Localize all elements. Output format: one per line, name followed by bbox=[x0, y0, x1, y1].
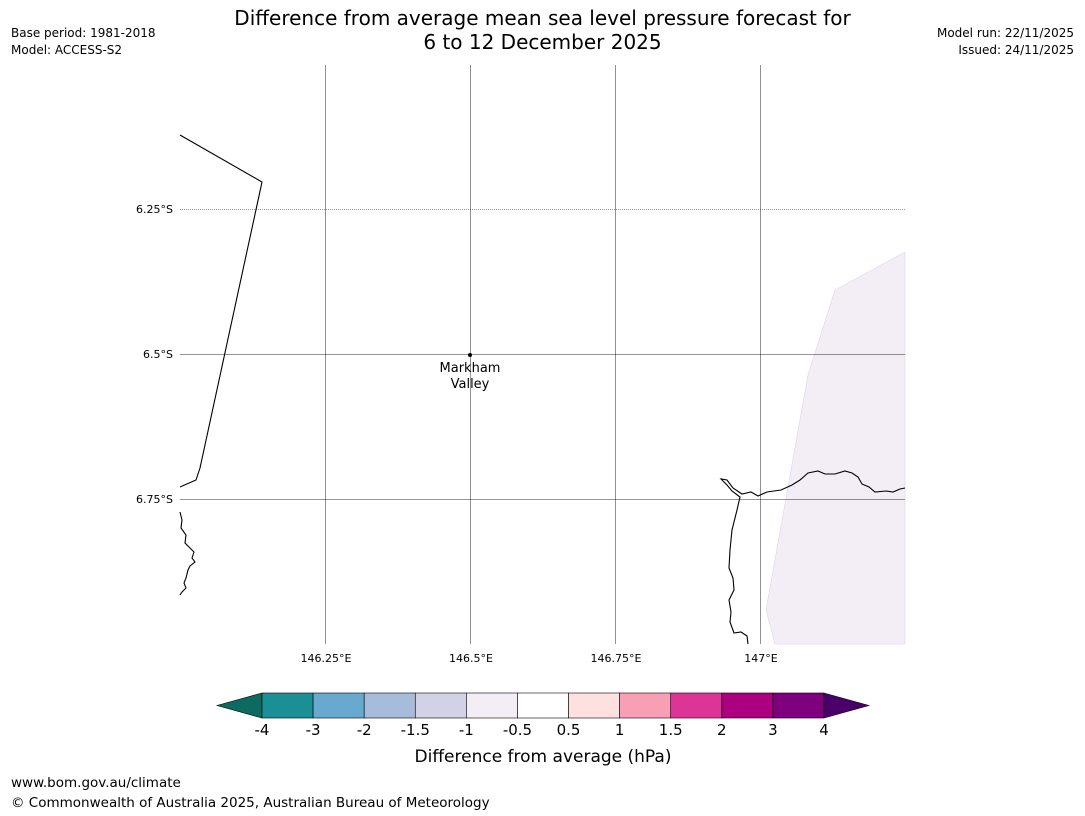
lon-label-147: 147°E bbox=[744, 652, 777, 665]
anomaly-shading-region bbox=[765, 251, 906, 645]
colorbar-tick-label: 1.5 bbox=[659, 721, 683, 739]
colorbar-segment bbox=[568, 692, 620, 719]
base-period-text: Base period: 1981-2018 bbox=[11, 26, 156, 40]
colorbar-tick-label: -1.5 bbox=[401, 721, 430, 739]
markham-valley-marker[interactable] bbox=[468, 353, 472, 357]
map-title: Difference from average mean sea level p… bbox=[0, 6, 1085, 54]
colorbar-segment bbox=[721, 692, 774, 719]
colorbar-segment bbox=[414, 692, 467, 719]
colorbar-segment bbox=[619, 692, 672, 719]
colorbar-segment bbox=[363, 692, 416, 719]
lat-label-6-5: 6.5°S bbox=[143, 348, 173, 361]
title-line-1: Difference from average mean sea level p… bbox=[234, 6, 851, 30]
place-label-line-1: Markham bbox=[440, 361, 501, 376]
coastline-east bbox=[719, 470, 906, 645]
lon-label-146-75: 146.75°E bbox=[591, 652, 642, 665]
gridlines bbox=[180, 65, 905, 644]
coastlines bbox=[179, 134, 906, 645]
issued-text: Issued: 24/11/2025 bbox=[958, 43, 1074, 57]
title-line-2: 6 to 12 December 2025 bbox=[423, 30, 662, 54]
lon-label-146-25: 146.25°E bbox=[301, 652, 352, 665]
lon-label-146-5: 146.5°E bbox=[449, 652, 493, 665]
colorbar-tick-label: -2 bbox=[357, 721, 372, 739]
border-line-west bbox=[179, 134, 263, 488]
colorbar-segment bbox=[261, 692, 314, 719]
colorbar-segment bbox=[466, 692, 518, 719]
run-info: Model run: 22/11/2025 Issued: 24/11/2025 bbox=[937, 25, 1074, 59]
model-run-text: Model run: 22/11/2025 bbox=[936, 26, 1074, 40]
model-text: Model: ACCESS-S2 bbox=[11, 43, 123, 57]
place-label-line-2: Valley bbox=[451, 377, 490, 392]
coastline-southwest bbox=[179, 511, 196, 596]
model-info: Base period: 1981-2018 Model: ACCESS-S2 bbox=[11, 25, 156, 59]
colorbar-segment bbox=[312, 692, 365, 719]
colorbar-tick-label: -3 bbox=[306, 721, 321, 739]
lat-label-6-75: 6.75°S bbox=[136, 493, 173, 506]
colorbar-label: Difference from average (hPa) bbox=[415, 747, 672, 767]
colorbar-tick-label: 3 bbox=[768, 721, 778, 739]
footer-copyright: © Commonwealth of Australia 2025, Austra… bbox=[11, 795, 490, 811]
footer-url[interactable]: www.bom.gov.au/climate bbox=[11, 775, 181, 791]
colorbar-segment bbox=[772, 692, 825, 719]
colorbar-tick-label: -4 bbox=[255, 721, 270, 739]
lat-label-6-25: 6.25°S bbox=[136, 203, 173, 216]
colorbar-tick-label: -0.5 bbox=[503, 721, 532, 739]
colorbar-segment bbox=[517, 692, 569, 719]
colorbar-extend-low bbox=[215, 692, 263, 719]
colorbar-segment bbox=[670, 692, 723, 719]
colorbar-extend-high bbox=[823, 692, 871, 719]
colorbar-tick-label: 4 bbox=[819, 721, 829, 739]
colorbar: -4 -3 -2 -1.5 -1 -0.5 0.5 1 1.5 2 3 4 Difference fr… bbox=[215, 692, 871, 767]
colorbar-tick-label: 1 bbox=[615, 721, 625, 739]
colorbar-tick-label: -1 bbox=[459, 721, 474, 739]
colorbar-tick-label: 2 bbox=[717, 721, 727, 739]
colorbar-tick-label: 0.5 bbox=[557, 721, 581, 739]
